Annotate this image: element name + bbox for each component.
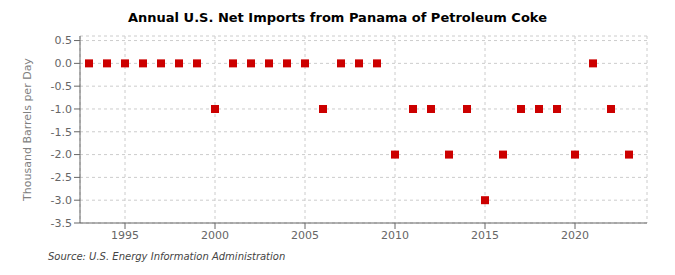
svg-text:-2.0: -2.0 (51, 148, 72, 161)
svg-text:-1.0: -1.0 (51, 103, 72, 116)
svg-text:2015: 2015 (471, 229, 499, 242)
svg-text:1995: 1995 (111, 229, 139, 242)
svg-text:-3.5: -3.5 (51, 217, 72, 230)
svg-text:0.5: 0.5 (55, 34, 73, 47)
svg-text:2010: 2010 (381, 229, 409, 242)
svg-text:0.0: 0.0 (55, 57, 73, 70)
svg-text:2005: 2005 (291, 229, 319, 242)
html-text:Source: U.S. Energy Informatio: Source: U.S. Energy Information Administ… (48, 251, 286, 262)
svg-text:2020: 2020 (561, 229, 589, 242)
html-text:Annual U.S. Net Imports from P: Annual U.S. Net Imports from Panama of P… (128, 10, 547, 25)
svg-text:-3.0: -3.0 (51, 194, 72, 207)
svg-text:-1.5: -1.5 (51, 126, 72, 139)
svg-text:-0.5: -0.5 (51, 80, 72, 93)
svg-text:2000: 2000 (201, 229, 229, 242)
svg-text:-2.5: -2.5 (51, 171, 72, 184)
svg-text:Thousand Barrels per Day: Thousand Barrels per Day (21, 58, 34, 202)
